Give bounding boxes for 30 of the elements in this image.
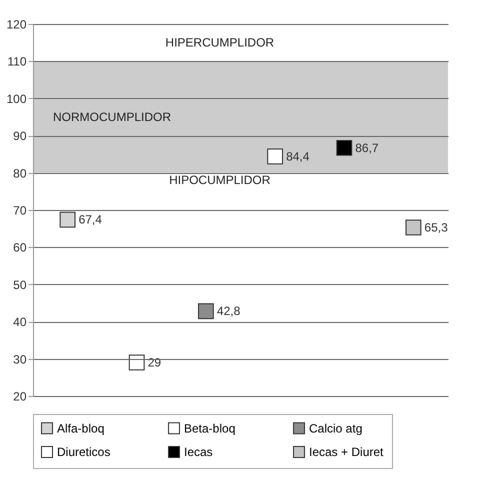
y-tick-label: 20	[13, 390, 27, 404]
legend-label: Calcio atg	[309, 421, 362, 436]
y-tick-label: 80	[13, 166, 27, 180]
data-label: 84,4	[286, 149, 310, 164]
annotation: HIPERCUMPLIDOR	[165, 36, 274, 50]
data-label: 65,3	[424, 220, 448, 234]
legend-label: Alfa-bloq	[57, 421, 104, 436]
legend-label: Beta-bloq	[184, 421, 236, 436]
y-tick-label: 120	[6, 18, 27, 32]
point	[60, 212, 76, 228]
y-tick-label: 60	[13, 240, 27, 255]
annotation: HIPOCUMPLIDOR	[169, 173, 271, 188]
data-label: 42,8	[216, 304, 241, 318]
point	[406, 220, 422, 236]
y-tick-label: 90	[13, 129, 27, 144]
y-tick-label: 110	[7, 54, 27, 69]
data-label: 86,7	[355, 140, 379, 155]
band-label: NORMOCUMPLIDOR	[53, 110, 172, 124]
y-tick-label: 50	[13, 278, 27, 292]
y-tick-label: 40	[13, 315, 27, 330]
point	[267, 148, 283, 164]
point	[198, 303, 214, 320]
y-tick-label: 100	[6, 92, 27, 106]
legend-label: Iecas	[184, 445, 213, 459]
y-tick-label: 30	[13, 352, 27, 366]
point	[336, 140, 352, 156]
legend-label: Iecas + Diuret	[309, 445, 384, 459]
y-tick-label: 70	[13, 204, 27, 218]
data-label: 67,4	[78, 212, 102, 227]
legend-label: Diureticos	[57, 445, 110, 459]
